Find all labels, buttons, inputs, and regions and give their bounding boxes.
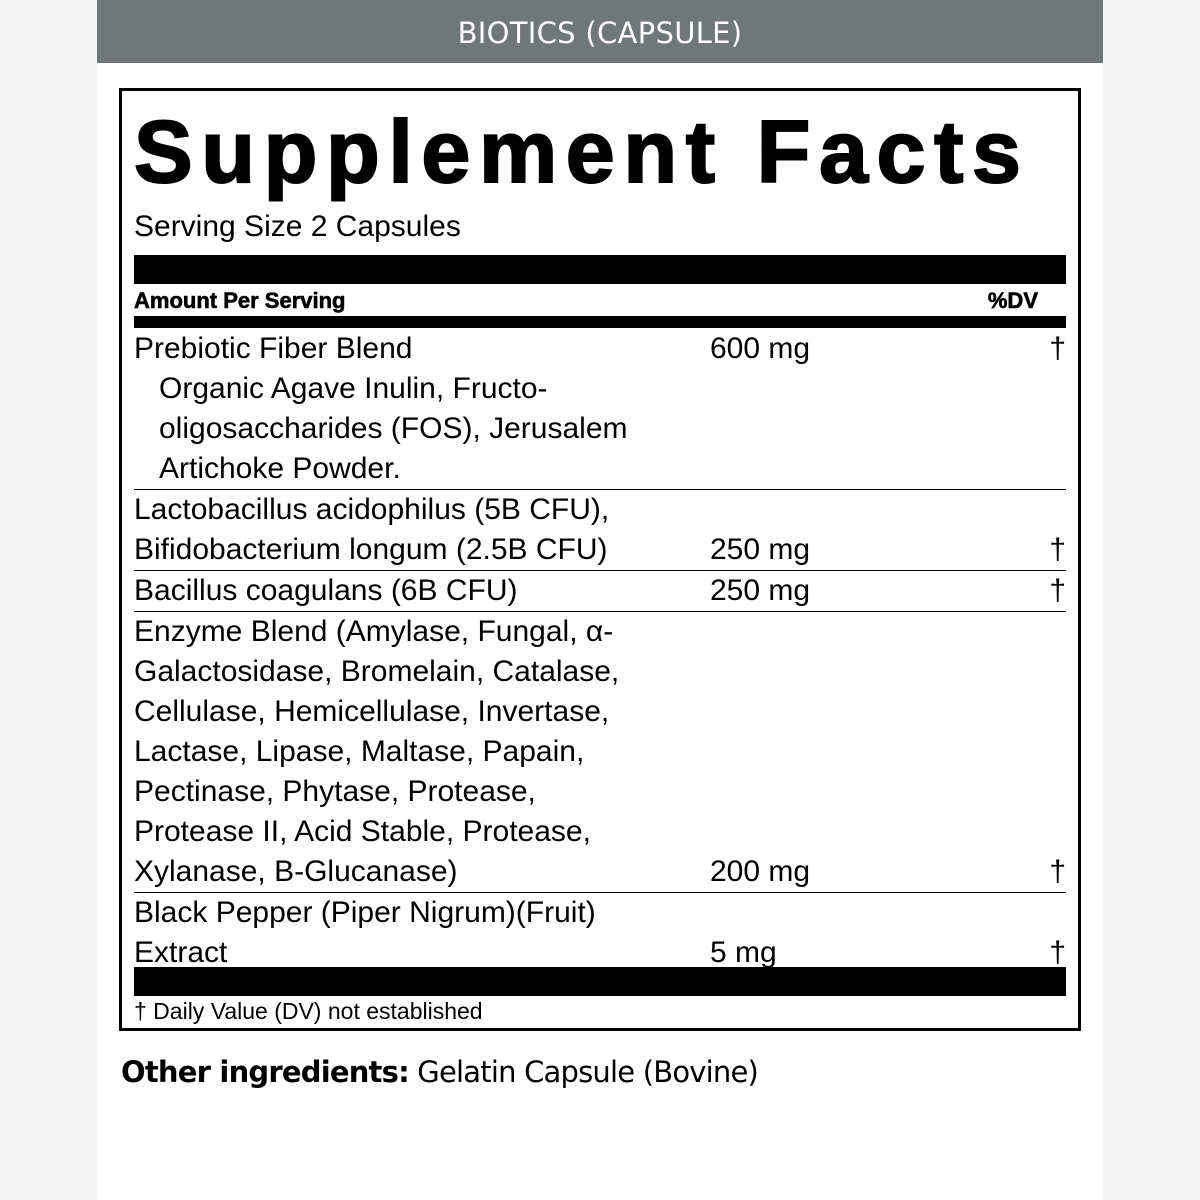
ingredient-rows: Prebiotic Fiber Blend Organic Agave Inuli…	[134, 329, 1066, 973]
bottom-divider	[134, 967, 1066, 996]
ingredient-name-line: Protease II, Acid Stable, Protease,	[134, 815, 591, 848]
footnote: † Daily Value (DV) not established	[134, 998, 483, 1024]
ingredient-name-line: Lactase, Lipase, Maltase, Papain,	[134, 735, 585, 768]
ingredient-name-line: Prebiotic Fiber Blend	[134, 332, 413, 365]
dv-heading: %DV	[987, 288, 1039, 314]
ingredient-subline: Artichoke Powder.	[159, 452, 401, 485]
ingredient-name-line: Bifidobacterium longum (2.5B CFU)	[134, 533, 608, 566]
ingredient-amount: 5 mg	[710, 936, 777, 969]
ingredient-subline: oligosaccharides (FOS), Jerusalem	[159, 412, 628, 445]
ingredient-name-line: Bacillus coagulans (6B CFU)	[134, 574, 518, 607]
ingredient-dv: †	[1049, 332, 1066, 365]
ingredient-amount: 600 mg	[710, 332, 811, 365]
other-ingredients-value: Gelatin Capsule (Bovine)	[408, 1055, 759, 1089]
thick-divider	[134, 255, 1066, 284]
ingredient-name-line: Lactobacillus acidophilus (5B CFU),	[134, 493, 610, 526]
amount-per-serving-heading: Amount Per Serving	[134, 288, 346, 314]
ingredient-amount: 250 mg	[710, 574, 811, 607]
ingredient-row: Enzyme Blend (Amylase, Fungal, α- Galacto…	[134, 612, 1066, 893]
other-ingredients-label: Other ingredients:	[121, 1055, 410, 1089]
ingredient-name-line: Xylanase, B-Glucanase)	[134, 855, 458, 888]
medium-divider	[134, 316, 1066, 328]
ingredient-dv: †	[1049, 855, 1066, 888]
ingredient-dv: †	[1049, 936, 1066, 969]
product-panel: BIOTICS (CAPSULE) Supplement Facts Servi…	[97, 0, 1103, 1200]
other-ingredients: Other ingredients: Gelatin Capsule (Bovi…	[121, 1052, 759, 1092]
ingredient-subline: Organic Agave Inulin, Fructo-	[159, 372, 548, 405]
ingredient-name-line: Enzyme Blend (Amylase, Fungal, α-	[134, 615, 614, 648]
serving-size: Serving Size 2 Capsules	[134, 210, 461, 243]
ingredient-name-line: Black Pepper (Piper Nigrum)(Fruit)	[134, 896, 596, 929]
ingredient-name-line: Galactosidase, Bromelain, Catalase,	[134, 655, 620, 688]
ingredient-amount: 200 mg	[710, 855, 811, 888]
ingredient-name-line: Extract	[134, 936, 228, 969]
ingredient-name-line: Cellulase, Hemicellulase, Invertase,	[134, 695, 610, 728]
product-header: BIOTICS (CAPSULE)	[97, 0, 1103, 63]
ingredient-dv: †	[1049, 533, 1066, 566]
ingredient-row: Prebiotic Fiber Blend Organic Agave Inuli…	[134, 329, 1066, 490]
ingredient-dv: †	[1049, 574, 1066, 607]
supplement-facts-label: Supplement Facts Serving Size 2 Capsules…	[119, 88, 1081, 1031]
ingredient-amount: 250 mg	[710, 533, 811, 566]
ingredient-row: Bacillus coagulans (6B CFU) 250 mg †	[134, 571, 1066, 612]
ingredient-name-line: Pectinase, Phytase, Protease,	[134, 775, 536, 808]
ingredient-row: Lactobacillus acidophilus (5B CFU), Bifid…	[134, 490, 1066, 571]
ingredient-row: Black Pepper (Piper Nigrum)(Fruit) Extrac…	[134, 893, 1066, 973]
label-title: Supplement Facts	[133, 101, 1030, 202]
